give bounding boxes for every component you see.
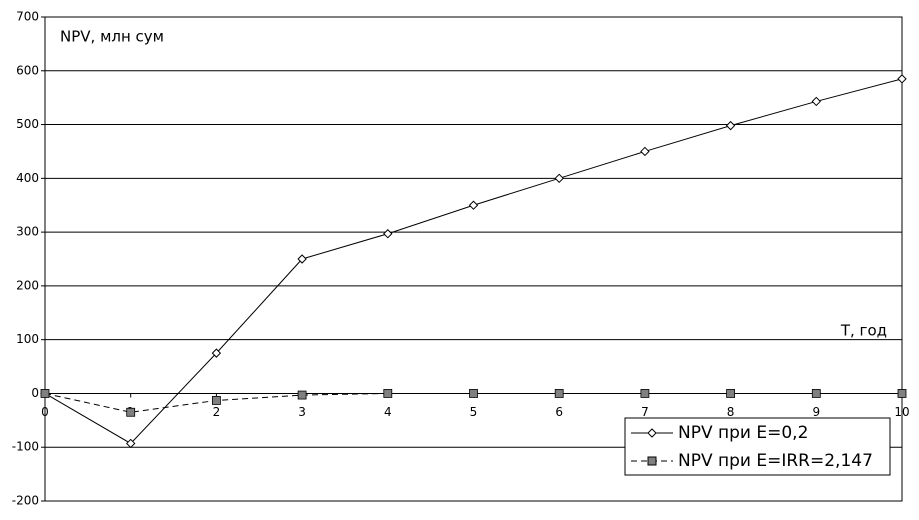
y-tick-label: 0 [31, 386, 39, 400]
x-tick-label: 5 [470, 405, 478, 419]
legend-label: NPV при E=0,2 [678, 423, 808, 443]
marker [640, 389, 650, 398]
marker [297, 254, 307, 264]
y-tick-label: 300 [16, 225, 39, 239]
marker [468, 200, 479, 210]
x-tick-label: 2 [213, 405, 221, 419]
legend-label: NPV при E=IRR=2,147 [678, 451, 873, 471]
y-tick-label: 500 [16, 117, 39, 131]
marker [125, 438, 136, 449]
x-tick-label: 0 [41, 405, 49, 419]
x-tick-label: 8 [727, 405, 735, 419]
x-tick-label: 3 [298, 405, 306, 419]
marker [811, 96, 822, 107]
marker [897, 389, 907, 398]
marker [554, 173, 564, 184]
marker [211, 396, 221, 405]
marker [40, 389, 50, 398]
y-tick-label: 700 [16, 10, 39, 24]
y-annotation: NPV, млн сум [60, 28, 164, 46]
x-tick-label: 10 [894, 405, 909, 419]
x-tick-label: 7 [641, 405, 649, 419]
marker [640, 146, 650, 157]
marker [383, 389, 393, 398]
marker [897, 74, 907, 84]
marker [726, 389, 735, 398]
marker [725, 120, 736, 131]
x-tick-label: 9 [812, 405, 820, 419]
x-axis-label: T, год [840, 322, 887, 340]
y-tick-label: 100 [16, 332, 39, 346]
legend-box [624, 417, 891, 476]
y-tick-label: -100 [12, 440, 39, 454]
marker [811, 389, 821, 398]
y-tick-label: 400 [16, 171, 39, 185]
x-tick-label: 4 [384, 405, 392, 419]
marker [469, 389, 478, 398]
x-tick-label: 6 [555, 405, 563, 419]
marker [383, 229, 393, 239]
marker [126, 407, 136, 417]
y-tick-label: 200 [16, 278, 39, 292]
series-line [44, 78, 903, 445]
y-tick-label: -200 [12, 494, 39, 508]
marker [211, 348, 222, 358]
legend-marker [647, 456, 657, 466]
y-tick-label: 600 [16, 63, 39, 77]
marker [297, 390, 307, 400]
legend-marker [647, 428, 657, 438]
marker [554, 389, 564, 398]
